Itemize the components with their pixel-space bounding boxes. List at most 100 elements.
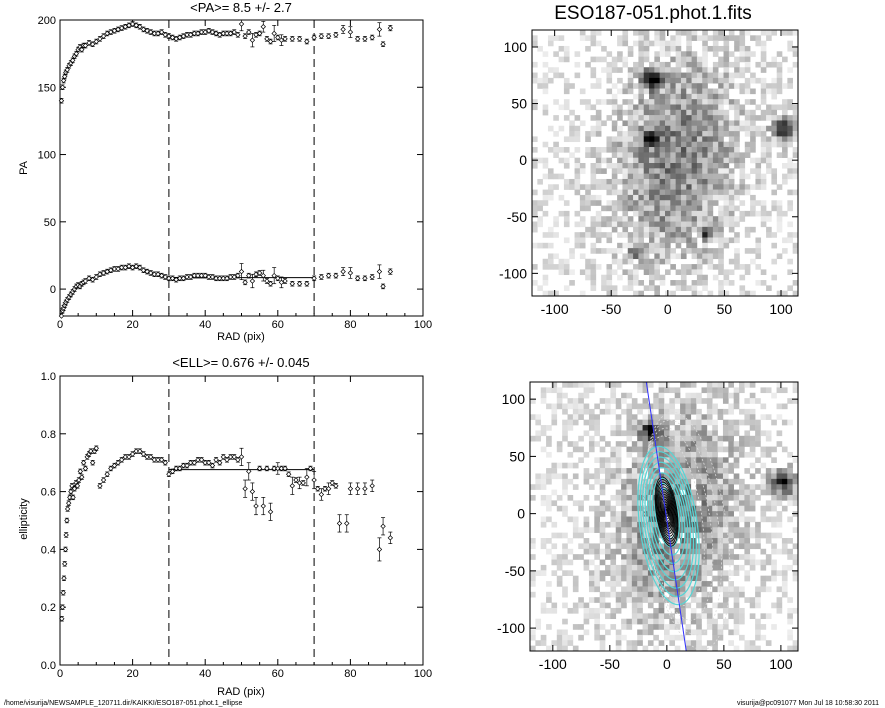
image-bottom-pixel <box>605 505 611 512</box>
image-top-pixel <box>723 45 730 52</box>
image-bottom-pixel <box>685 505 692 512</box>
image-bottom-pixel <box>712 489 718 496</box>
image-bottom-pixel <box>755 494 761 501</box>
image-bottom-pixel <box>626 581 633 587</box>
image-bottom-pixel <box>631 591 638 598</box>
ell-data-point <box>76 477 82 483</box>
image-bottom-pixel <box>546 425 552 431</box>
image-top-pixel <box>707 194 714 201</box>
image-top-pixel <box>792 51 799 57</box>
image-top-pixel <box>553 152 559 158</box>
image-top-pixel <box>718 210 724 217</box>
image-top-pixel <box>718 264 724 270</box>
image-bottom-pixel <box>572 602 579 609</box>
image-top-pixel <box>728 168 735 174</box>
image-top-pixel <box>601 285 607 291</box>
image-bottom-pixel <box>658 403 665 410</box>
pa-data-point <box>362 36 368 42</box>
image-bottom-pixel <box>642 441 649 447</box>
image-bottom-pixel <box>605 500 611 507</box>
image-top-pixel <box>739 35 746 41</box>
image-top-pixel <box>532 61 538 68</box>
pa-data-point <box>119 264 125 271</box>
image-top-pixel <box>627 178 634 185</box>
image-top-pixel <box>712 232 719 238</box>
image-top-pixel <box>702 237 708 244</box>
image-top-pixel <box>595 125 602 132</box>
pa-data-point <box>369 274 375 280</box>
image-top-pixel <box>563 104 570 111</box>
image-bottom-pixel <box>621 575 627 582</box>
image-top-pixel <box>755 35 762 41</box>
image-top-pixel <box>691 93 698 100</box>
image-top-pixel <box>532 226 538 233</box>
image-top-pixel <box>643 221 650 228</box>
image-bottom-pixel <box>540 570 547 576</box>
image-top-pixel <box>585 264 591 270</box>
image-bottom-pixel <box>674 597 681 603</box>
image-top-pixel <box>744 147 751 153</box>
image-bottom-pixel <box>578 602 584 609</box>
image-bottom-pixel <box>605 554 611 560</box>
image-bottom-pixel <box>637 403 643 410</box>
image-top-pixel <box>744 226 751 233</box>
image-bottom-pixel <box>760 414 767 420</box>
image-bottom-pixel <box>562 602 568 609</box>
image-top-pixel <box>739 67 746 73</box>
image-top-pixel <box>723 35 730 41</box>
image-top-pixel <box>670 104 676 111</box>
image-top-pixel <box>665 45 671 52</box>
image-top-pixel <box>627 88 634 95</box>
image-top-pixel <box>654 168 660 174</box>
image-top-pixel <box>744 51 751 57</box>
image-bottom-pixel <box>749 484 756 490</box>
image-bottom-pixel <box>706 473 713 480</box>
image-top-pixel <box>659 88 666 95</box>
image-bottom-pixel <box>615 398 622 404</box>
image-top-pixel <box>638 163 645 169</box>
image-top-pixel <box>702 109 708 116</box>
image-top-pixel <box>696 141 703 148</box>
pa-x-tick-label: 60 <box>272 319 284 331</box>
image-top-pixel <box>595 115 602 121</box>
pa-data-point <box>140 267 147 273</box>
image-top-pixel <box>771 61 778 68</box>
image-top-pixel <box>760 125 767 132</box>
image-bottom-pixel <box>765 613 772 620</box>
image-bottom-pixel <box>690 435 697 442</box>
pa-data-point <box>129 21 136 27</box>
image-top-pixel <box>680 147 687 153</box>
image-bottom-pixel <box>653 570 659 576</box>
image-top-pixel <box>771 120 778 127</box>
image-bottom-pixel <box>728 505 734 512</box>
image-top-pixel <box>728 184 735 190</box>
image-bottom-pixel <box>583 564 590 571</box>
image-bottom-pixel <box>744 382 751 388</box>
image-top-pixel <box>707 173 714 180</box>
image-top-pixel <box>532 163 538 169</box>
image-bottom-pixel <box>706 511 713 517</box>
image-top-pixel <box>686 152 692 158</box>
image-top-pixel <box>686 232 692 238</box>
ell-data-point <box>82 465 89 472</box>
image-bottom-pixel <box>664 575 670 582</box>
image-top-pixel <box>680 93 687 100</box>
image-top-pixel <box>542 72 549 79</box>
image-top-pixel <box>718 280 724 286</box>
image-bottom-pixel <box>572 624 579 630</box>
image-top-pixel <box>643 35 650 41</box>
image-top-pixel <box>649 93 655 100</box>
image-bottom-pixel <box>690 468 697 474</box>
image-bottom-y-tick-label: -50 <box>505 563 525 579</box>
pa-data-point <box>86 40 92 46</box>
image-bottom-pixel <box>546 435 552 442</box>
image-top-pixel <box>670 194 676 201</box>
image-top-pixel <box>792 136 799 143</box>
image-bottom-pixel <box>728 451 734 458</box>
image-top-pixel <box>622 109 629 116</box>
image-top-pixel <box>792 147 799 153</box>
image-bottom-pixel <box>530 554 536 560</box>
image-bottom-pixel <box>739 586 745 593</box>
image-top-pixel <box>702 216 708 222</box>
image-top-pixel <box>553 99 559 105</box>
